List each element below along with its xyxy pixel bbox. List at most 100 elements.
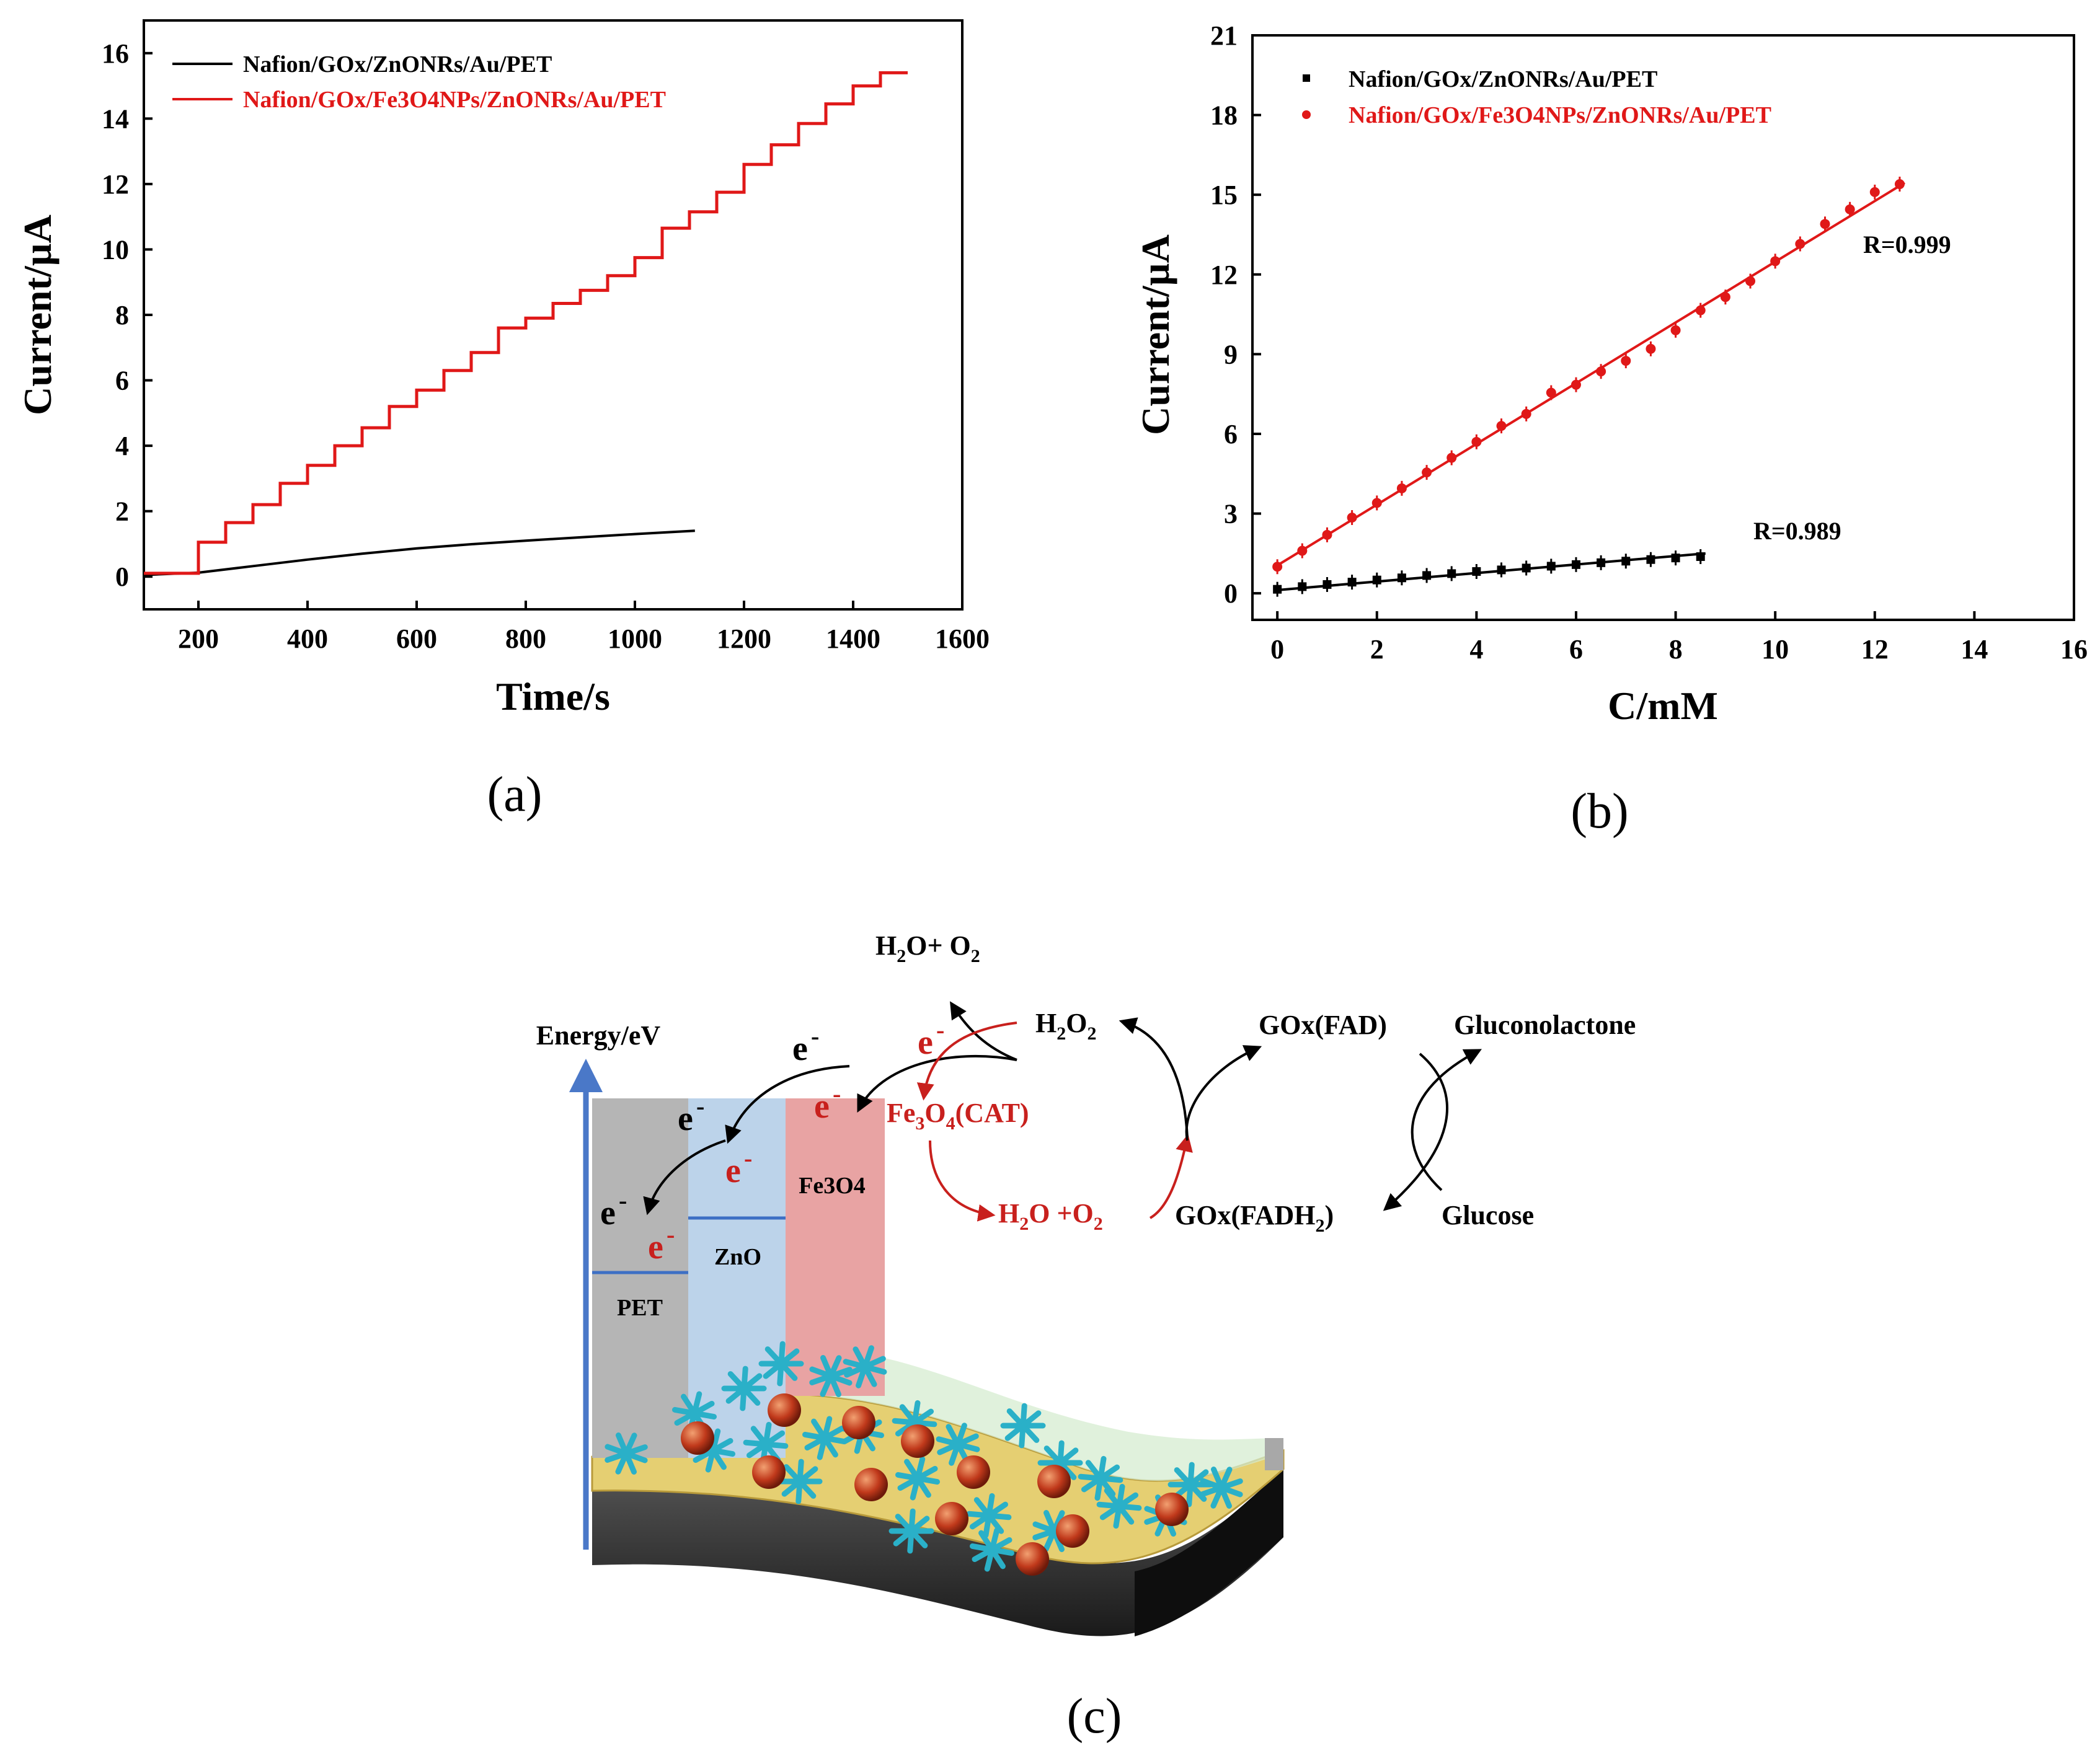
label-h2o-o2-bottom: H2O +O2 [998, 1198, 1103, 1234]
chart-a-legend: Nafion/GOx/ZnONRs/Au/PET Nafion/GOx/Fe3O… [172, 51, 666, 113]
fe3o4-nanoparticle [1155, 1493, 1189, 1526]
x-tick-label: 12 [1861, 634, 1889, 664]
data-point [1521, 408, 1531, 419]
data-point [1272, 562, 1283, 572]
arrow-h2o2-to-e [857, 1054, 1017, 1113]
x-tick-label: 4 [1469, 634, 1483, 664]
label-glucose: Glucose [1442, 1200, 1534, 1230]
nanorod [763, 1348, 800, 1379]
data-point [1297, 545, 1308, 556]
fe3o4-nanoparticle [901, 1424, 934, 1458]
series-line-black [143, 529, 695, 576]
data-point [1472, 567, 1481, 576]
y-tick-label: 14 [102, 104, 129, 134]
fe3o4-nanoparticle [1056, 1514, 1089, 1548]
chart-a-legend-label-1: Nafion/GOx/Fe3O4NPs/ZnONRs/Au/PET [243, 87, 666, 113]
nanorod [969, 1501, 1009, 1530]
svg-text:e: e [678, 1100, 693, 1138]
data-point [1671, 554, 1680, 563]
x-tick-label: 10 [1761, 634, 1789, 664]
y-tick-label: 4 [115, 431, 129, 461]
data-point [1273, 585, 1282, 594]
pet-layer [592, 1098, 688, 1458]
chart-b-y-ticks: 0 3 6 9 12 15 18 21 [1210, 20, 1261, 609]
svg-text:e: e [792, 1030, 808, 1068]
fit-line-1 [1277, 182, 1906, 567]
chart-b-legend: Nafion/GOx/ZnONRs/Au/PET Nafion/GOx/Fe3O… [1302, 66, 1771, 128]
electron-charge: - [696, 1092, 704, 1120]
data-point [1894, 179, 1905, 190]
arrow-glucose-to-gluconolactone [1411, 1049, 1482, 1191]
chart-a-legend-label-0: Nafion/GOx/ZnONRs/Au/PET [243, 51, 552, 77]
zno-layer [688, 1098, 786, 1458]
x-tick-label: 8 [1669, 634, 1683, 664]
fe3o4-nanoparticle [957, 1455, 990, 1489]
label-h2o-o2-top: H2O+ O2 [875, 930, 980, 966]
data-point [1869, 187, 1880, 197]
data-point [1546, 562, 1556, 571]
nanorod [693, 1437, 733, 1463]
data-point [1347, 578, 1357, 587]
nanorod [844, 1356, 886, 1378]
x-tick-label: 0 [1270, 634, 1284, 664]
data-point [1397, 573, 1406, 583]
x-tick-label: 1000 [608, 624, 662, 654]
y-tick-label: 6 [1224, 419, 1238, 449]
svg-text:e: e [648, 1228, 663, 1266]
nanorod [895, 1408, 934, 1437]
y-tick-label: 12 [102, 169, 129, 200]
nanorod [1004, 1410, 1042, 1441]
chart-b-legend-label-0: Nafion/GOx/ZnONRs/Au/PET [1349, 66, 1657, 92]
film-end-face [1265, 1438, 1283, 1470]
y-tick-label: 3 [1224, 499, 1238, 529]
x-tick-label: 400 [287, 624, 328, 654]
chart-b-legend-marker-0 [1303, 74, 1310, 82]
y-tick-label: 0 [1224, 578, 1238, 609]
data-point [1322, 529, 1332, 540]
nanorod [746, 1430, 786, 1459]
data-point [1745, 276, 1756, 286]
electron-charge: - [936, 1016, 944, 1044]
x-tick-label: 1600 [935, 624, 990, 654]
arrow-h2o-to-gox [1149, 1134, 1193, 1219]
data-point [1298, 582, 1307, 591]
y-tick-label: 2 [115, 497, 129, 527]
data-point [1571, 560, 1580, 569]
pet-label: PET [617, 1295, 663, 1321]
data-point [1522, 563, 1531, 573]
nanorod [1081, 1464, 1120, 1493]
chart-a-x-ticks: 200 400 600 800 1000 1200 1400 1600 [178, 601, 990, 654]
x-tick-label: 200 [178, 624, 219, 654]
data-point [1422, 571, 1432, 580]
data-point [1571, 379, 1581, 390]
panel-label-c: (c) [1067, 1689, 1122, 1744]
data-point [1621, 356, 1631, 366]
data-point [1646, 555, 1655, 564]
data-point [1696, 552, 1705, 561]
label-gox-fad: GOx(FAD) [1259, 1010, 1387, 1040]
data-point [1820, 219, 1830, 229]
y-tick-label: 21 [1210, 20, 1238, 51]
nanorod [605, 1444, 648, 1463]
fe3o4-nanoparticle [935, 1502, 968, 1535]
data-point [1347, 512, 1357, 523]
electron-red-4: e- [648, 1220, 675, 1266]
fe3o4-nanoparticle [681, 1421, 714, 1455]
nanorod [781, 1466, 818, 1497]
substrate-side [592, 1469, 1283, 1636]
arrow-h2o2-to-fe3o4 [916, 1022, 1017, 1101]
chart-b: 0 3 6 9 12 15 18 21 0 2 4 6 8 10 12 14 16 R=0.999 R=0.9… [1133, 20, 2088, 728]
x-tick-label: 14 [1960, 634, 1988, 664]
data-point [1646, 343, 1656, 354]
data-point [1695, 305, 1706, 316]
data-point [1596, 366, 1606, 377]
x-tick-label: 1400 [826, 624, 880, 654]
nanorod [674, 1400, 715, 1426]
data-point [1845, 204, 1855, 214]
data-point [1496, 421, 1507, 431]
electron-red-1: e- [918, 1016, 944, 1062]
chart-b-annotation-r1: R=0.999 [1863, 231, 1951, 258]
electron-charge: - [811, 1022, 819, 1050]
electron-charge: - [667, 1220, 675, 1248]
chart-b-x-ticks: 0 2 4 6 8 10 12 14 16 [1270, 611, 2088, 664]
